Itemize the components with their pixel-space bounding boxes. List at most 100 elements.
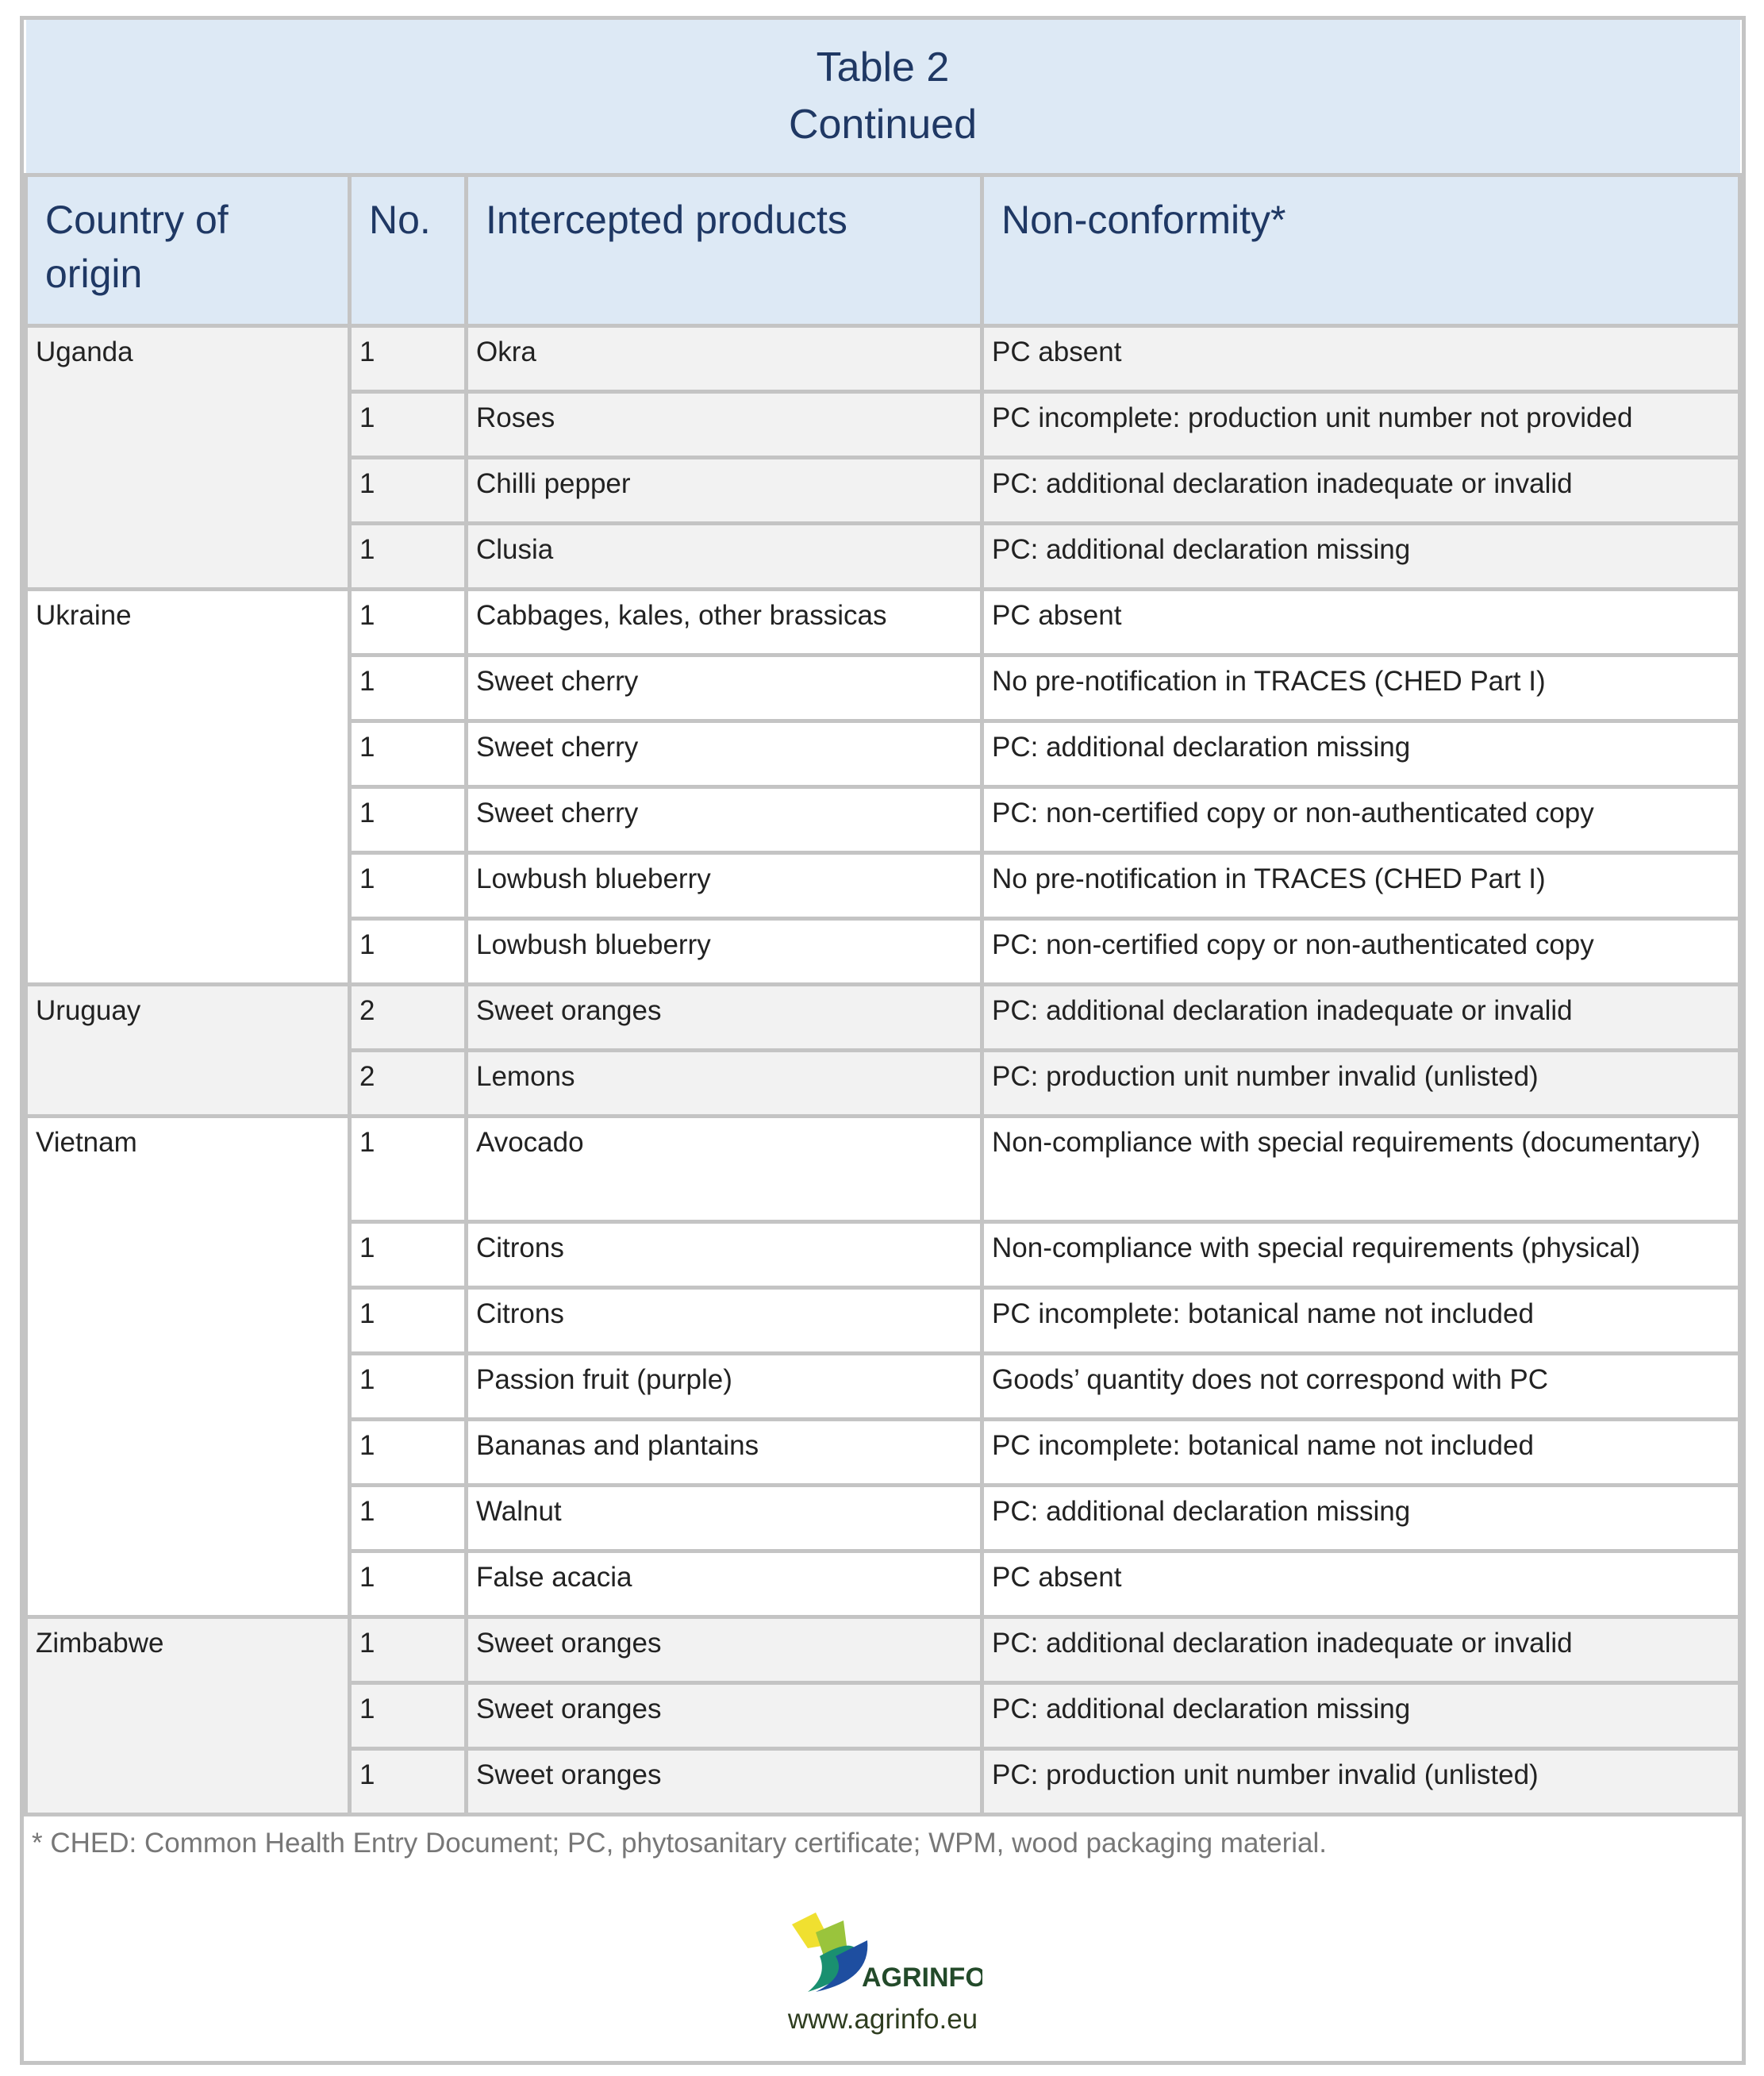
product-cell: Lemons — [464, 1048, 984, 1118]
product-cell: Sweet cherry — [464, 718, 984, 789]
no-cell: 1 — [348, 1417, 468, 1487]
no-cell: 1 — [348, 1746, 468, 1816]
product-cell: Sweet oranges — [464, 1680, 984, 1751]
country-cell: Ukraine — [24, 586, 352, 986]
no-cell: 1 — [348, 718, 468, 789]
table-row: 2 Lemons PC: production unit number invali… — [26, 1048, 1742, 1118]
header-row: Country of origin No. Intercepted produc… — [24, 172, 1742, 328]
nonconformity-cell: PC: production unit number invalid (unli… — [980, 1746, 1742, 1816]
no-cell: 1 — [348, 850, 468, 921]
header-nonconformity: Non-conformity* — [980, 172, 1742, 328]
nonconformity-cell: PC absent — [980, 1548, 1742, 1619]
no-cell: 1 — [348, 1680, 468, 1751]
no-cell: 1 — [348, 784, 468, 855]
nonconformity-cell: PC incomplete: production unit number no… — [980, 389, 1742, 459]
product-cell: Sweet oranges — [464, 1746, 984, 1816]
country-cell: Uruguay — [24, 982, 352, 1118]
table-frame: Table 2 Continued Country of origin No. I… — [20, 16, 1746, 2065]
no-cell: 1 — [348, 1614, 468, 1685]
no-cell: 1 — [348, 586, 468, 657]
nonconformity-cell: PC: additional declaration inadequate or… — [980, 982, 1742, 1052]
no-cell: 1 — [348, 1548, 468, 1619]
nonconformity-cell: PC incomplete: botanical name not includ… — [980, 1417, 1742, 1487]
table-row: Vietnam 1 Avocado Non-compliance with speci… — [24, 1113, 1742, 1619]
table-row: 1 Sweet cherry No pre-notification in TRAC… — [26, 652, 1742, 723]
product-cell: Sweet oranges — [464, 1614, 984, 1685]
table-title-row: Table 2 Continued — [25, 20, 1740, 177]
country-cell: Uganda — [24, 323, 352, 591]
footnote: * CHED: Common Health Entry Document; PC… — [32, 1827, 1328, 1859]
product-cell: Bananas and plantains — [464, 1417, 984, 1487]
no-cell: 1 — [348, 1351, 468, 1421]
nonconformity-cell: PC: additional declaration missing — [980, 521, 1742, 591]
product-cell: Walnut — [464, 1482, 984, 1553]
table-row: 1 Bananas and plantains PC incomplete: bot… — [26, 1417, 1742, 1487]
product-cell: Chilli pepper — [464, 455, 984, 525]
nonconformity-cell: PC: additional declaration missing — [980, 1680, 1742, 1751]
product-cell: Lowbush blueberry — [464, 916, 984, 986]
footer: * CHED: Common Health Entry Document; PC… — [24, 1816, 1742, 2061]
product-cell: Sweet cherry — [464, 652, 984, 723]
nonconformity-cell: No pre-notification in TRACES (CHED Part… — [980, 652, 1742, 723]
table-row: 1 Passion fruit (purple) Goods’ quantity d… — [26, 1351, 1742, 1421]
header-no: No. — [348, 172, 468, 328]
nonconformity-cell: PC absent — [980, 323, 1742, 394]
table-row: 1 Citrons Non-compliance with special requ… — [26, 1219, 1742, 1290]
product-cell: Roses — [464, 389, 984, 459]
svg-text:AGRINFO: AGRINFO — [862, 1963, 982, 1993]
header-products: Intercepted products — [464, 172, 984, 328]
table-row: 1 Walnut PC: additional declaration missin… — [26, 1482, 1742, 1553]
product-cell: Cabbages, kales, other brassicas — [464, 586, 984, 657]
nonconformity-cell: PC: additional declaration missing — [980, 1482, 1742, 1553]
table-row: Ukraine 1 Cabbages, kales, other brassicas… — [24, 586, 1742, 986]
no-cell: 1 — [348, 521, 468, 591]
no-cell: 1 — [348, 323, 468, 394]
nonconformity-cell: Non-compliance with special requirements… — [980, 1219, 1742, 1290]
no-cell: 2 — [348, 982, 468, 1052]
table-row: 1 Sweet oranges PC: additional declaration… — [26, 1680, 1742, 1751]
table-row: 1 Sweet cherry PC: additional declaration … — [26, 718, 1742, 789]
nonconformity-cell: PC: additional declaration inadequate or… — [980, 455, 1742, 525]
product-cell: Citrons — [464, 1219, 984, 1290]
website-url: www.agrinfo.eu — [787, 2003, 978, 2035]
nonconformity-cell: PC absent — [980, 586, 1742, 657]
no-cell: 1 — [348, 1219, 468, 1290]
table-row: 1 Chilli pepper PC: additional declaration… — [26, 455, 1742, 525]
table-row: 1 Lowbush blueberry PC: non-certified copy… — [26, 916, 1742, 986]
table-row: 1 Roses PC incomplete: production unit num… — [26, 389, 1742, 459]
no-cell: 1 — [348, 1285, 468, 1355]
product-cell: Sweet oranges — [464, 982, 984, 1052]
table-title: Table 2 Continued — [25, 20, 1740, 177]
table-row: 1 False acacia PC absent — [26, 1548, 1742, 1619]
country-cell: Vietnam — [24, 1113, 352, 1619]
table-row: Zimbabwe 1 Sweet oranges PC: additional dec… — [24, 1614, 1742, 1816]
product-cell: False acacia — [464, 1548, 984, 1619]
table-row: 1 Sweet cherry PC: non-certified copy or n… — [26, 784, 1742, 855]
nonconformity-cell: PC: additional declaration missing — [980, 718, 1742, 789]
no-cell: 1 — [348, 1482, 468, 1553]
table-row: 1 Sweet oranges PC: production unit number… — [26, 1746, 1742, 1816]
product-cell: Passion fruit (purple) — [464, 1351, 984, 1421]
nonconformity-cell: PC: non-certified copy or non-authentica… — [980, 916, 1742, 986]
no-cell: 1 — [348, 455, 468, 525]
nonconformity-cell: PC: non-certified copy or non-authentica… — [980, 784, 1742, 855]
nonconformity-cell: Goods’ quantity does not correspond with… — [980, 1351, 1742, 1421]
table-row: Uganda 1 Okra PC absent — [24, 323, 1742, 591]
nonconformity-cell: PC: additional declaration inadequate or… — [980, 1614, 1742, 1685]
nonconformity-cell: PC incomplete: botanical name not includ… — [980, 1285, 1742, 1355]
country-cell: Zimbabwe — [24, 1614, 352, 1816]
table-row: 1 Lowbush blueberry No pre-notification in… — [26, 850, 1742, 921]
no-cell: 1 — [348, 1113, 468, 1224]
nonconformity-cell: No pre-notification in TRACES (CHED Part… — [980, 850, 1742, 921]
agrinfo-logo: AGRINFO — [791, 1912, 982, 1993]
product-cell: Avocado — [464, 1113, 984, 1224]
product-cell: Okra — [464, 323, 984, 394]
table-row: 1 Clusia PC: additional declaration missin… — [26, 521, 1742, 591]
no-cell: 2 — [348, 1048, 468, 1118]
no-cell: 1 — [348, 652, 468, 723]
header-country: Country of origin — [24, 172, 352, 328]
data-table: Table 2 Continued Country of origin No. I… — [24, 20, 1742, 1816]
no-cell: 1 — [348, 916, 468, 986]
nonconformity-cell: Non-compliance with special requirements… — [980, 1113, 1742, 1224]
no-cell: 1 — [348, 389, 468, 459]
